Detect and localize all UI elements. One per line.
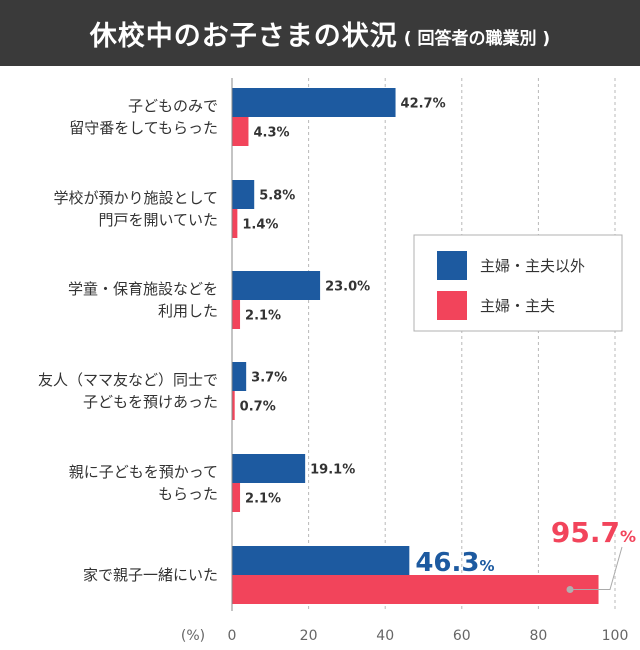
chart-title: 休校中のお子さまの状況: [89, 20, 398, 52]
bar-series2: [232, 209, 238, 238]
x-tick-label: 40: [376, 628, 394, 644]
value-label: 5.8%: [259, 189, 295, 204]
bars: [232, 88, 599, 604]
bar-chart: 子どものみで留守番をしてもらった学校が預かり施設として門戸を開いていた学童・保育…: [38, 78, 636, 644]
x-tick-label: 0: [228, 628, 237, 644]
value-label: 42.7%: [401, 97, 446, 112]
bar-series2: [232, 391, 235, 420]
leader-line: [570, 546, 623, 590]
bar-series1: [232, 454, 306, 483]
x-axis: 0 20 40 60 80 100 (%): [181, 78, 628, 644]
value-label: 23.0%: [325, 280, 370, 295]
category-label: もらった: [158, 485, 218, 503]
bar-series1: [232, 271, 321, 300]
labels: 子どものみで留守番をしてもらった学校が預かり施設として門戸を開いていた学童・保育…: [38, 97, 636, 593]
x-unit-label: (%): [181, 628, 205, 644]
bar-series2: [232, 117, 249, 146]
highlight-value-1: 46.3%: [415, 548, 494, 578]
bar-series2: [232, 300, 241, 329]
category-label: 留守番をしてもらった: [69, 119, 218, 137]
category-label: 学校が預かり施設として: [53, 189, 218, 207]
category-label: 学童・保育施設などを: [68, 280, 218, 298]
x-tick-label: 80: [529, 628, 547, 644]
value-label: 0.7%: [240, 400, 276, 415]
bar-series1: [232, 546, 410, 575]
highlight-value-2: 95.7%: [551, 516, 636, 549]
bar-series1: [232, 88, 396, 117]
x-tick-label: 20: [300, 628, 318, 644]
legend-label: 主婦・主夫: [480, 297, 555, 315]
category-label: 親に子どもを預かって: [69, 463, 218, 481]
chart-header: 休校中のお子さまの状況 ( 回答者の職業別 ): [0, 0, 640, 66]
category-label: 家で親子一緒にいた: [83, 566, 218, 584]
category-label: 門戸を開いていた: [98, 211, 218, 229]
x-tick-label: 100: [602, 628, 629, 644]
value-label: 19.1%: [310, 463, 355, 478]
value-label: 4.3%: [253, 126, 289, 141]
bar-series2: [232, 575, 599, 604]
highlight-unit-2: %: [620, 527, 636, 546]
category-label: 友人（ママ友など）同士で: [38, 371, 218, 389]
highlight-number-2: 95.7: [551, 516, 620, 549]
category-label: 利用した: [158, 302, 218, 320]
category-label: 子どもを預けあった: [83, 393, 218, 411]
legend-swatch-series1: [437, 251, 467, 280]
highlight-unit-1: %: [479, 557, 494, 575]
grid-lines: [308, 78, 616, 611]
bar-series2: [232, 483, 241, 512]
bar-series1: [232, 362, 247, 391]
legend-label: 主婦・主夫以外: [480, 257, 585, 275]
x-tick-label: 60: [453, 628, 471, 644]
category-label: 子どものみで: [128, 97, 218, 115]
bar-series1: [232, 180, 255, 209]
legend-swatch-series2: [437, 291, 467, 320]
chart-subtitle: ( 回答者の職業別 ): [403, 28, 551, 49]
leader-dot: [566, 586, 574, 593]
value-label: 2.1%: [245, 309, 281, 324]
value-label: 1.4%: [242, 218, 278, 233]
value-label: 3.7%: [251, 371, 287, 386]
highlight-number-1: 46.3: [415, 548, 479, 578]
value-label: 2.1%: [245, 492, 281, 507]
